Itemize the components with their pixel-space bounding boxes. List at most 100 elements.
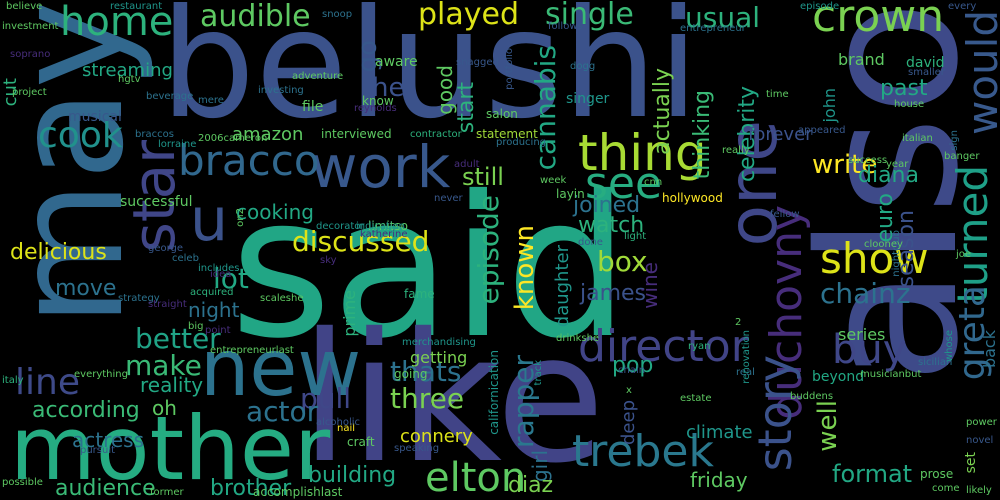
word-nail: nail <box>337 423 356 434</box>
word-beyond: beyond <box>812 369 865 385</box>
word-thing: thing <box>578 124 707 182</box>
word-wine: wine <box>638 262 662 309</box>
word-musical: musical <box>68 109 122 125</box>
word-nightclub: nightclub <box>891 230 902 277</box>
word-cnn: cnn <box>644 177 663 188</box>
word-deep: deep <box>618 400 639 445</box>
word-acquired: acquired <box>190 287 234 298</box>
word-known: known <box>510 225 540 311</box>
word-delicious: delicious <box>10 240 107 265</box>
word-fellow: fellow <box>770 209 800 220</box>
word-likely: likely <box>966 485 992 496</box>
word-getting: getting <box>410 348 468 367</box>
word-really: really <box>722 145 750 156</box>
word-episode: episode <box>800 1 840 12</box>
word-according: according <box>32 398 140 423</box>
word-prose: prose <box>920 467 954 481</box>
word-dogg: dogg <box>570 61 596 72</box>
word-see: see <box>585 158 663 209</box>
word-alcoholic: alcoholic <box>316 417 361 428</box>
word-katherine: katherine <box>360 229 408 240</box>
word-everything: everything <box>74 369 128 380</box>
word-x: x <box>626 385 632 396</box>
word-crown: crown <box>812 0 945 42</box>
word-whose: whose <box>944 330 955 362</box>
word-ryan: ryan <box>688 341 711 352</box>
word-year: year <box>886 159 909 170</box>
word-forever: forever <box>748 124 813 145</box>
word-oh: oh <box>152 396 177 420</box>
word-usual: usual <box>685 1 761 34</box>
word-statement: statement <box>476 127 538 141</box>
word-hollywood: hollywood <box>662 191 723 205</box>
word-pop: pop <box>612 353 654 378</box>
word-week: week <box>540 175 567 186</box>
word-point: point <box>205 325 231 336</box>
word-still: still <box>462 163 504 191</box>
word-actress: actress <box>72 428 145 452</box>
word-clooney: clooney <box>864 239 903 250</box>
word-merchandising: merchandising <box>402 337 476 348</box>
word-banger: banger <box>944 151 980 162</box>
word-power: power <box>966 417 997 428</box>
word-watch: watch <box>578 213 645 238</box>
word-on2: on2 <box>235 208 246 227</box>
word-come: come <box>932 483 960 494</box>
word-know: know <box>362 94 394 108</box>
word-john: john <box>820 88 839 123</box>
word-sign: sign <box>949 130 960 151</box>
word-brand: brand <box>838 50 885 69</box>
word-cannabis: cannabis <box>529 45 562 171</box>
word-show: show <box>820 234 929 283</box>
word-speaking: speaking <box>394 443 440 454</box>
word-belushi: belushi <box>160 0 700 152</box>
word-diaz: diaz <box>508 473 554 498</box>
word-adult: adult <box>454 159 480 170</box>
word-past: past <box>880 76 928 101</box>
word-better: better <box>135 322 221 355</box>
word-renovation: renovation <box>741 330 752 384</box>
word-turned: turned <box>948 165 997 304</box>
word-three: three <box>390 382 465 415</box>
word-he: he <box>372 73 405 103</box>
word-celeb: celeb <box>172 253 199 264</box>
word-played: played <box>418 0 520 32</box>
word-believe: believe <box>6 1 43 12</box>
word-2006cameron: 2006cameron <box>198 133 268 144</box>
word-investing: investing <box>258 85 304 96</box>
word-bracco: bracco <box>178 136 320 185</box>
word-lot: lot <box>213 262 249 295</box>
word-californication: californication <box>487 350 501 435</box>
word-prime: prime <box>340 290 359 337</box>
word-james: james <box>580 281 647 306</box>
word-restaurant: restaurant <box>110 1 163 12</box>
word-box: box <box>597 245 648 278</box>
word-mere: mere <box>198 95 224 106</box>
word-connery: connery <box>400 426 473 447</box>
word-indication: indication <box>356 221 406 232</box>
word-straight: straight <box>148 299 187 310</box>
word-reynolds: reynolds <box>354 103 397 114</box>
word-actually: actually <box>650 68 675 155</box>
word-audience: audience <box>55 476 156 500</box>
word-elton: elton <box>425 455 527 500</box>
word-snoop: snoop <box>322 9 353 20</box>
word-idea: idea <box>210 269 232 280</box>
word-drinkshe: drinkshe <box>556 333 600 344</box>
word-line: line <box>15 362 80 403</box>
word-pursuit: pursuit <box>80 445 116 456</box>
word-said: said <box>230 154 630 381</box>
word-trebek: trebek <box>572 426 714 477</box>
word-home: home <box>60 0 174 45</box>
word-project: project <box>12 87 47 98</box>
word-fame: fame <box>404 287 435 301</box>
word-climate: climate <box>686 422 753 443</box>
word-adventure: adventure <box>292 71 344 82</box>
word-chain: chain <box>618 365 646 376</box>
word-thinking: thinking <box>690 90 715 180</box>
word-possible: possible <box>2 477 43 488</box>
word-george: george <box>148 243 184 254</box>
word-daughter: daughter <box>552 245 573 328</box>
word-single: single <box>545 0 634 32</box>
word-building: building <box>308 463 397 488</box>
